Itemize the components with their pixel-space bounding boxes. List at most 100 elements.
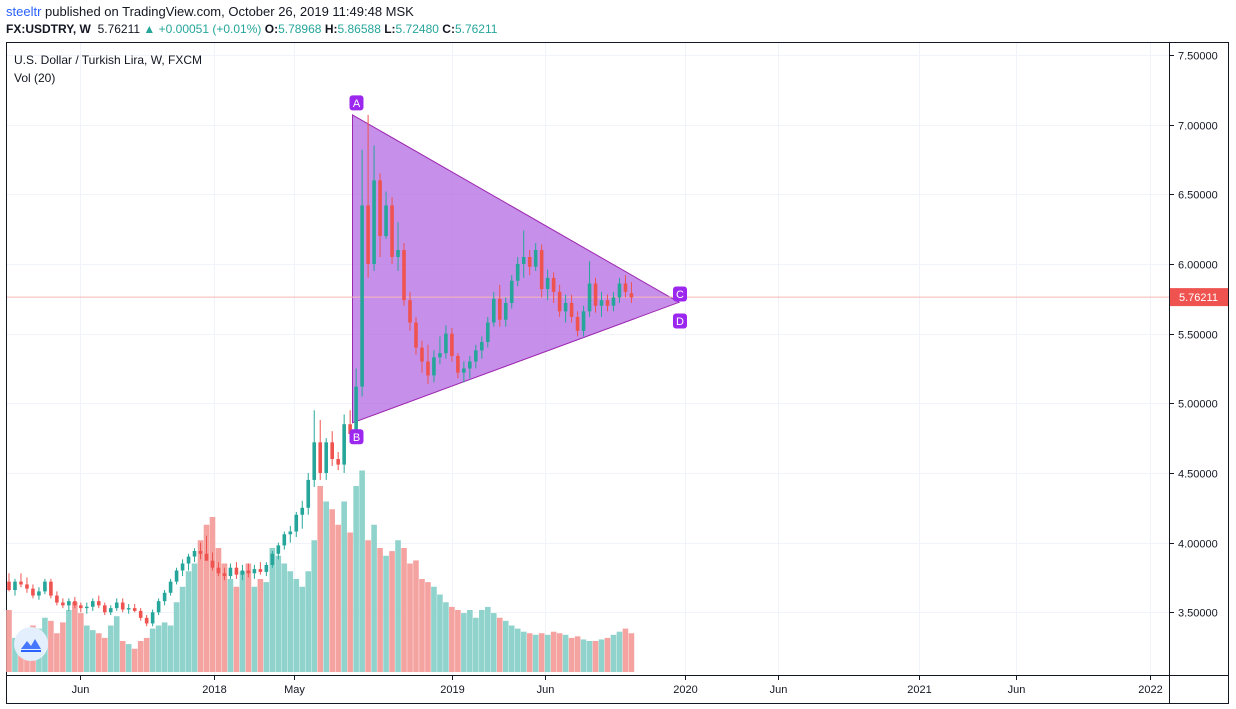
candle-body [61, 602, 65, 606]
candle-body [623, 283, 628, 292]
volume-bar [311, 540, 318, 672]
volume-bar [329, 509, 335, 672]
volume-bar [221, 563, 228, 672]
pattern-label-text: D [676, 316, 684, 328]
volume-bar [72, 602, 78, 672]
candle-body [312, 442, 317, 480]
candle-body [426, 361, 430, 376]
volume-bar [574, 636, 581, 672]
candle-body [180, 563, 185, 571]
candle-body [480, 341, 484, 351]
candle-body [96, 601, 101, 606]
candle-body [37, 591, 41, 596]
candle-body [126, 608, 131, 610]
volume-bar [425, 582, 431, 672]
pattern-label-box [673, 313, 687, 329]
candle-body [300, 507, 305, 515]
pattern-point-label: B [349, 429, 364, 445]
candle-body [557, 291, 562, 312]
symbol-label: FX:USDTRY, W [6, 22, 91, 36]
time-tick-label: 2020 [673, 684, 697, 696]
candle-body [384, 205, 388, 237]
candle-body [527, 257, 532, 267]
candle-body [402, 250, 406, 301]
time-tick-label: 2018 [202, 684, 226, 696]
volume-bar [628, 633, 635, 672]
volume-bar [335, 524, 341, 672]
candle-body [7, 581, 11, 591]
volume-bar [407, 563, 413, 672]
volume-bar [508, 625, 515, 672]
candle-body [450, 333, 454, 356]
candle-body [276, 545, 281, 554]
candle-body [198, 550, 203, 554]
volume-bar [395, 540, 401, 672]
price-tick-label: 3.50000 [1178, 608, 1218, 620]
high-label: H: [324, 22, 338, 36]
candle-body [234, 567, 239, 575]
volume-bar [490, 613, 497, 672]
pattern-label-box [349, 95, 364, 111]
publish-info: published on TradingView.com, October 26… [45, 4, 414, 19]
volume-bar [514, 628, 521, 672]
volume-bar [610, 634, 617, 672]
volume-bar [359, 470, 365, 672]
volume-bar [125, 644, 132, 672]
volume-bar [592, 641, 599, 672]
candle-body [150, 612, 155, 624]
chart-frame[interactable] [6, 42, 1229, 704]
volume-bar [485, 606, 491, 672]
candle-body [49, 581, 53, 596]
candle-body [408, 300, 412, 323]
volume-bar [526, 633, 533, 672]
candle-body [204, 553, 209, 561]
candle-body [240, 570, 245, 575]
volume-bar [203, 524, 210, 672]
volume-bar [479, 610, 485, 672]
volume-bar [365, 540, 371, 672]
volume-bar [107, 625, 114, 672]
volume-bar [371, 524, 377, 672]
tradingview-logo-icon[interactable] [14, 627, 48, 661]
volume-bar [353, 486, 359, 672]
volume-bar [377, 548, 383, 672]
volume-bar [209, 517, 216, 672]
candle-body [330, 442, 334, 460]
volume-bar [317, 486, 324, 672]
volume-bar [532, 634, 539, 672]
author-link[interactable]: steeltr [6, 4, 42, 19]
volume-bar [179, 586, 186, 672]
candle-body [366, 205, 370, 264]
candle-body [270, 553, 275, 565]
candle-body [25, 584, 29, 589]
volume-bar [598, 639, 605, 672]
volume-bar [520, 631, 527, 672]
volume-bar [119, 641, 126, 672]
candle-body [474, 350, 478, 362]
candle-body [569, 302, 574, 317]
volume-bar [84, 625, 90, 672]
volume-bar [227, 579, 234, 672]
candle-body [456, 355, 460, 373]
pattern-label-text: A [353, 98, 361, 110]
high-value: 5.86588 [337, 22, 381, 36]
candle-body [258, 569, 263, 572]
candle-body [162, 592, 167, 602]
volume-bar [143, 637, 150, 672]
change-up-icon: ▲ [143, 22, 156, 36]
candle-body [174, 570, 179, 582]
candle-body [55, 595, 59, 603]
volume-bar [616, 631, 623, 672]
price-tick-label: 4.50000 [1178, 469, 1218, 481]
candle-body [390, 205, 394, 257]
candle-body [318, 442, 323, 473]
candle-body [168, 581, 173, 593]
candle-body [629, 293, 634, 298]
volume-bar [431, 586, 437, 672]
volume-bar [89, 630, 96, 672]
chart-legend-volume: Vol (20) [14, 71, 56, 85]
time-tick-label: May [284, 684, 305, 696]
price-tick-label: 7.00000 [1178, 121, 1218, 133]
volume-bar [341, 501, 347, 672]
